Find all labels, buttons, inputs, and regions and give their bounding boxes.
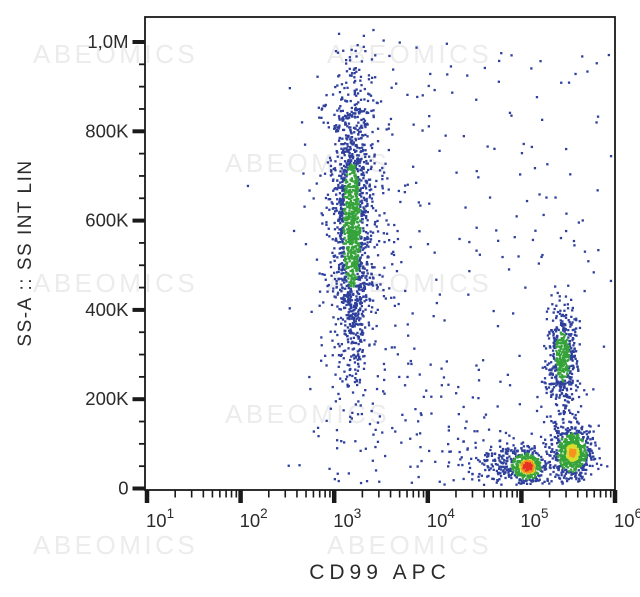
- svg-text:106: 106: [614, 506, 640, 531]
- watermark-text: ABEOMICS: [327, 530, 492, 560]
- plot-border: [144, 16, 616, 491]
- svg-text:0: 0: [118, 478, 128, 499]
- y-axis: 0 200K 400K 600K 800K 1,0M: [85, 31, 145, 499]
- x-axis: 101 102 103 104 105 106: [144, 490, 640, 531]
- svg-text:103: 103: [333, 506, 361, 531]
- dots-red: [522, 461, 533, 472]
- svg-text:1,0M: 1,0M: [87, 31, 128, 52]
- svg-text:600K: 600K: [85, 210, 129, 231]
- y-axis-title: SS-A :: SS INT LIN: [15, 159, 36, 346]
- watermark-text: ABEOMICS: [33, 268, 198, 298]
- dot-layer: [246, 28, 613, 486]
- dots-green: [342, 163, 588, 481]
- svg-text:105: 105: [520, 506, 548, 531]
- svg-text:400K: 400K: [85, 299, 129, 320]
- x-axis-title: CD99 APC: [309, 561, 451, 584]
- watermark-text: ABEOMICS: [225, 399, 390, 429]
- svg-text:800K: 800K: [85, 120, 129, 141]
- svg-text:200K: 200K: [85, 388, 129, 409]
- svg-text:104: 104: [427, 506, 456, 531]
- watermark-text: ABEOMICS: [327, 39, 492, 69]
- svg-text:101: 101: [146, 506, 174, 531]
- watermark-text: ABEOMICS: [33, 39, 198, 69]
- watermark-text: ABEOMICS: [33, 530, 198, 560]
- svg-text:102: 102: [240, 506, 268, 531]
